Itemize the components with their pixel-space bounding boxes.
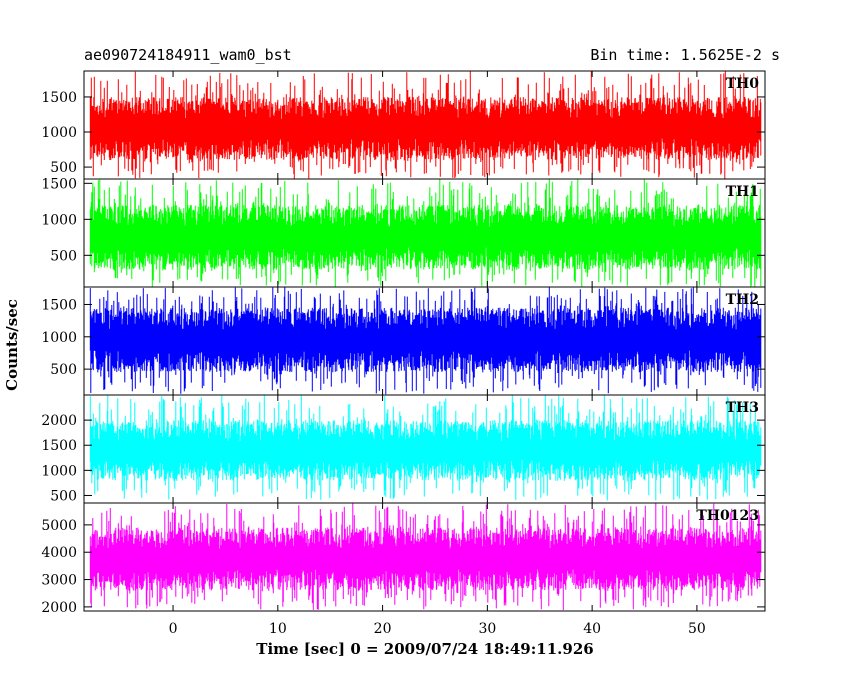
series-th0-trace [89,71,762,179]
y-tick-label: 1000 [41,212,77,228]
chart-title-right: Bin time: 1.5625E-2 s [590,46,780,64]
series-label-th3: TH3 [726,400,759,416]
series-label-th0: TH0 [726,76,760,92]
y-tick-label: 1000 [41,125,77,141]
x-tick-label: 20 [374,621,392,637]
y-tick-label: 500 [50,362,77,378]
x-tick-label: 10 [269,621,287,637]
series-th3-trace [89,395,762,501]
y-tick-label: 2000 [41,600,77,616]
y-tick-label: 1000 [41,463,77,479]
y-tick-label: 1000 [41,330,77,346]
x-tick-label: 40 [583,621,601,637]
y-tick-label: 1500 [41,438,77,454]
y-tick-label: 500 [50,488,77,504]
y-tick-label: 4000 [41,545,77,561]
series-label-th2: TH2 [726,292,759,308]
panel-th0123-frame [83,502,766,612]
series-label-th0123: TH0123 [696,508,759,524]
y-tick-label: 1500 [41,297,77,313]
series-label-th1: TH1 [726,184,759,200]
series-th2-trace [89,287,762,395]
y-tick-label: 1500 [41,90,77,106]
y-tick-label: 5000 [41,518,77,534]
y-tick-label: 3000 [41,573,77,589]
y-tick-label: 500 [50,160,77,176]
x-axis-label: Time [sec] 0 = 2009/07/24 18:49:11.926 [256,640,593,658]
series-th1-trace [89,179,762,287]
y-tick-label: 500 [50,248,77,264]
y-tick-label: 1500 [41,176,77,192]
chart-title-left: ae090724184911_wam0_bst [84,46,292,64]
series-th0123-trace [89,503,762,611]
x-tick-label: 30 [478,621,496,637]
y-axis-label: Counts/sec [3,299,21,391]
x-tick-label: 50 [688,621,706,637]
y-tick-label: 2000 [41,413,77,429]
x-tick-label: 0 [169,621,178,637]
